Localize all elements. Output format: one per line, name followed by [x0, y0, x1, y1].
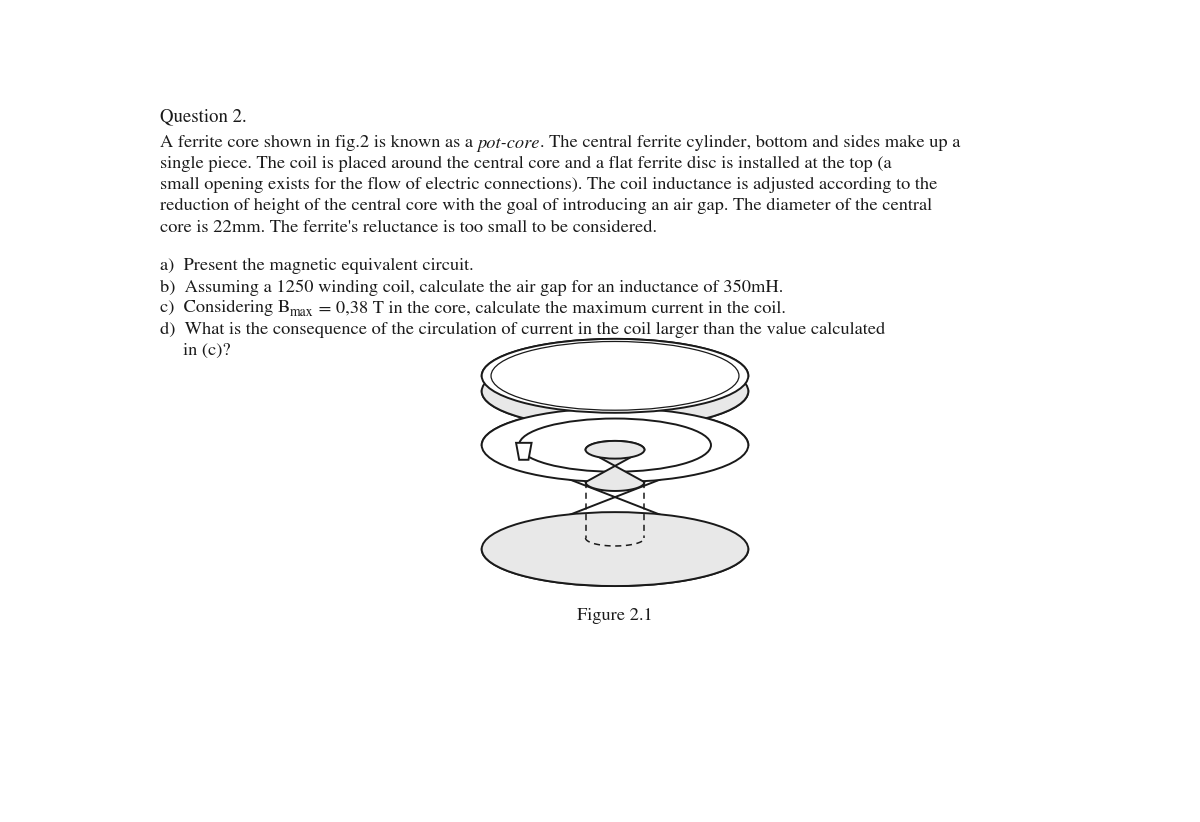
Text: in (c)?: in (c)? — [160, 344, 230, 359]
Text: reduction of height of the central core with the goal of introducing an air gap.: reduction of height of the central core … — [160, 198, 932, 215]
Text: Figure 2.1: Figure 2.1 — [577, 607, 653, 624]
Text: A ferrite core shown in fig.2 is known as a: A ferrite core shown in fig.2 is known a… — [160, 135, 478, 151]
Text: pot-core: pot-core — [478, 135, 540, 151]
Text: = 0,38 T in the core, calculate the maximum current in the coil.: = 0,38 T in the core, calculate the maxi… — [314, 301, 786, 316]
Text: c)  Considering B: c) Considering B — [160, 301, 290, 316]
Polygon shape — [516, 443, 532, 459]
Text: small opening exists for the flow of electric connections). The coil inductance : small opening exists for the flow of ele… — [160, 178, 937, 193]
Text: b)  Assuming a 1250 winding coil, calculate the air gap for an inductance of 350: b) Assuming a 1250 winding coil, calcula… — [160, 279, 784, 295]
Text: single piece. The coil is placed around the central core and a flat ferrite disc: single piece. The coil is placed around … — [160, 156, 892, 172]
Polygon shape — [481, 409, 749, 586]
Text: core is 22mm. The ferrite's reluctance is too small to be considered.: core is 22mm. The ferrite's reluctance i… — [160, 219, 658, 236]
Text: d)  What is the consequence of the circulation of current in the coil larger tha: d) What is the consequence of the circul… — [160, 322, 886, 338]
Text: max: max — [290, 306, 314, 319]
Ellipse shape — [586, 441, 644, 459]
Polygon shape — [481, 339, 749, 428]
Polygon shape — [586, 441, 644, 491]
Ellipse shape — [481, 512, 749, 586]
Ellipse shape — [481, 354, 749, 428]
Text: . The central ferrite cylinder, bottom and sides make up a: . The central ferrite cylinder, bottom a… — [540, 135, 960, 151]
Ellipse shape — [481, 409, 749, 482]
Ellipse shape — [481, 339, 749, 413]
Text: Question 2.: Question 2. — [160, 108, 247, 125]
Ellipse shape — [491, 341, 739, 410]
Ellipse shape — [520, 418, 710, 472]
Text: a)  Present the magnetic equivalent circuit.: a) Present the magnetic equivalent circu… — [160, 257, 474, 274]
